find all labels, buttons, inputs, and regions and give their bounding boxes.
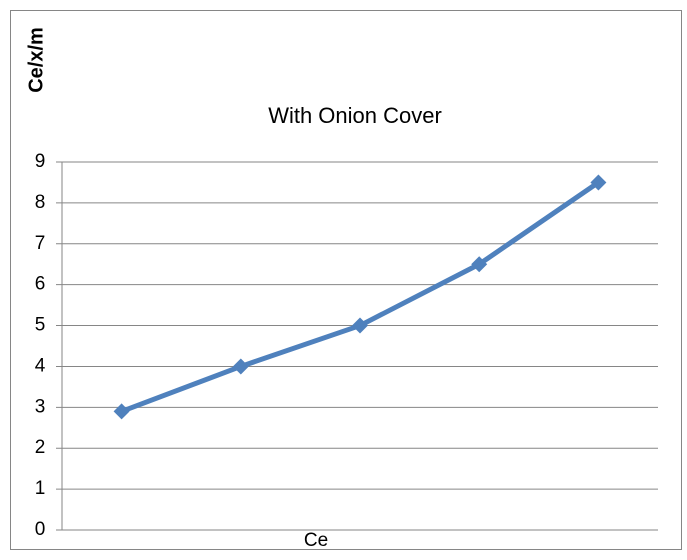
marker	[113, 403, 130, 420]
y-axis-label: Ce/x/m	[25, 27, 47, 93]
y-tick-label: 1	[35, 478, 46, 499]
y-tick-label: 8	[35, 192, 46, 213]
marker	[352, 317, 368, 334]
chart-border	[10, 10, 682, 550]
y-tick-label: 9	[35, 151, 46, 172]
chart-title: With Onion Cover	[268, 103, 442, 128]
y-tick-label: 5	[35, 315, 46, 336]
y-tick-label: 2	[35, 437, 46, 458]
y-tick-label: 7	[35, 233, 46, 254]
y-tick-label: 4	[35, 355, 46, 376]
y-tick-label: 0	[35, 519, 46, 540]
marker	[471, 256, 488, 273]
y-tick-label: 6	[35, 274, 46, 295]
y-tick-label: 3	[35, 396, 46, 417]
marker	[590, 174, 607, 191]
x-axis-label: Ce	[304, 530, 328, 551]
marker	[232, 358, 249, 375]
